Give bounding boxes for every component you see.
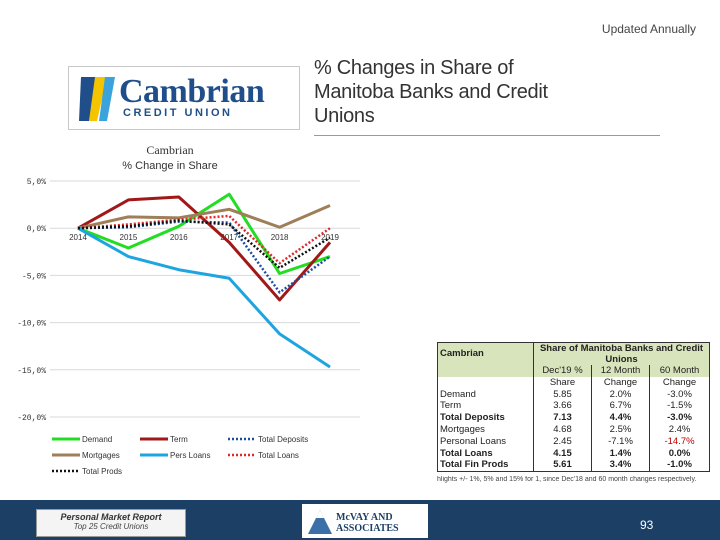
row-label: Total Loans (437, 447, 534, 460)
row-label: Term (437, 400, 534, 413)
x-tick-label: 2017 (220, 233, 238, 242)
legend-label: Demand (82, 435, 112, 444)
y-tick-label: -5,0% (22, 272, 46, 281)
x-tick-label: 2018 (271, 233, 289, 242)
y-tick-label: -10,0% (17, 320, 46, 329)
updated-label: Updated Annually (601, 22, 696, 36)
chart-subtitle: % Change in Share (122, 160, 217, 172)
row-12m: 3.4% (591, 459, 650, 473)
report-subtitle: Top 25 Credit Unions (73, 522, 149, 531)
legend-label: Total Loans (258, 451, 299, 460)
col-header-share: Dec'19 % (533, 365, 592, 377)
table-row: Personal Loans 2.45 -7.1% -14.7% (437, 435, 711, 448)
row-label: Total Fin Prods (437, 459, 534, 473)
row-label: Demand (437, 388, 534, 401)
table-institution: Cambrian (437, 342, 534, 365)
row-12m: 2.0% (591, 388, 650, 401)
logo-name: Cambrian (119, 73, 265, 110)
legend-label: Term (170, 435, 188, 444)
row-12m: 2.5% (591, 423, 650, 436)
row-60m: -3.0% (648, 412, 711, 424)
chart-legend: Demand Term Total Deposits Mortgages Pers Lo… (52, 435, 308, 476)
table-footnote: hlights +/- 1%, 5% and 15% for 1, since … (437, 476, 697, 483)
table-row: Term 3.66 6.7% -1.5% (437, 400, 711, 413)
mcvay-name: McVAY AND ASSOCIATES (336, 512, 399, 534)
mcvay-logo: McVAY AND ASSOCIATES (302, 504, 428, 538)
row-share: 4.68 (533, 423, 592, 436)
series-line-demand (77, 192, 331, 276)
row-share: 5.85 (533, 388, 592, 401)
col-header-60m-2: Change (648, 376, 711, 389)
row-share: 4.15 (533, 447, 592, 460)
y-axis: 5,0% 0,0% -5,0% -10,0% -15,0% -20,0% (17, 178, 46, 423)
report-badge: Personal Market Report Top 25 Credit Uni… (36, 509, 186, 537)
row-share: 7.13 (533, 412, 592, 424)
mountain-icon (308, 510, 332, 534)
y-tick-label: -20,0% (17, 414, 46, 423)
logo-subtitle: CREDIT UNION (123, 107, 233, 119)
logo-mark-icon (79, 77, 115, 121)
row-12m: -7.1% (591, 435, 650, 448)
chart-title: Cambrian (146, 143, 193, 157)
x-tick-label: 2015 (120, 233, 138, 242)
page-number: 93 (640, 518, 654, 532)
row-share: 5.61 (533, 459, 592, 473)
y-tick-label: -15,0% (17, 367, 46, 376)
y-tick-label: 0,0% (27, 225, 46, 234)
row-60m: -1.0% (648, 459, 711, 473)
row-share: 3.66 (533, 400, 592, 413)
table-row: Total Deposits 7.13 4.4% -3.0% (437, 412, 711, 424)
y-tick-label: 5,0% (27, 178, 46, 187)
report-title: Personal Market Report (60, 512, 162, 522)
x-axis: 2014 2015 2016 2017 2018 2019 (69, 233, 339, 242)
table-title: Share of Manitoba Banks and Credit Union… (532, 342, 711, 365)
series-line-pers-loans (77, 226, 331, 369)
line-chart: Cambrian % Change in Share 5,0% 0,0% -5,0%… (17, 143, 360, 476)
row-12m: 1.4% (591, 447, 650, 460)
series-line-term (77, 195, 332, 302)
row-60m: -1.5% (648, 400, 711, 413)
share-table: Cambrian Share of Manitoba Banks and Cre… (437, 342, 711, 484)
row-60m: -3.0% (648, 388, 711, 401)
row-label: Mortgages (437, 423, 534, 436)
x-tick-label: 2019 (321, 233, 339, 242)
row-60m: -14.7% (648, 435, 711, 448)
chart-series (77, 192, 332, 369)
col-header-share-2: Share (533, 376, 592, 389)
series-line-total-prods (77, 219, 331, 270)
legend-label: Total Deposits (258, 435, 308, 444)
row-12m: 6.7% (591, 400, 650, 413)
row-label: Total Deposits (437, 412, 534, 424)
page-title: % Changes in Share of Manitoba Banks and… (314, 57, 548, 127)
row-60m: 2.4% (648, 423, 711, 436)
x-tick-label: 2014 (69, 233, 87, 242)
x-tick-label: 2016 (170, 233, 188, 242)
row-label: Personal Loans (437, 435, 534, 448)
series-line-mortgages (77, 204, 331, 230)
col-header-12m: 12 Month (591, 365, 650, 377)
table-row: Total Fin Prods 5.61 3.4% -1.0% (437, 459, 711, 473)
col-header-12m-2: Change (591, 376, 650, 389)
col-header-60m: 60 Month (648, 365, 711, 377)
table-row: Total Loans 4.15 1.4% 0.0% (437, 447, 711, 460)
table-row: Mortgages 4.68 2.5% 2.4% (437, 423, 711, 436)
legend-label: Total Prods (82, 467, 122, 476)
legend-label: Pers Loans (170, 451, 210, 460)
table-row: Demand 5.85 2.0% -3.0% (437, 388, 711, 401)
title-divider (314, 135, 660, 136)
legend-label: Mortgages (82, 451, 120, 460)
cambrian-logo: Cambrian CREDIT UNION (68, 66, 300, 130)
series-line-total-deposits (77, 220, 331, 294)
row-12m: 4.4% (591, 412, 650, 424)
row-60m: 0.0% (648, 447, 711, 460)
row-share: 2.45 (533, 435, 592, 448)
